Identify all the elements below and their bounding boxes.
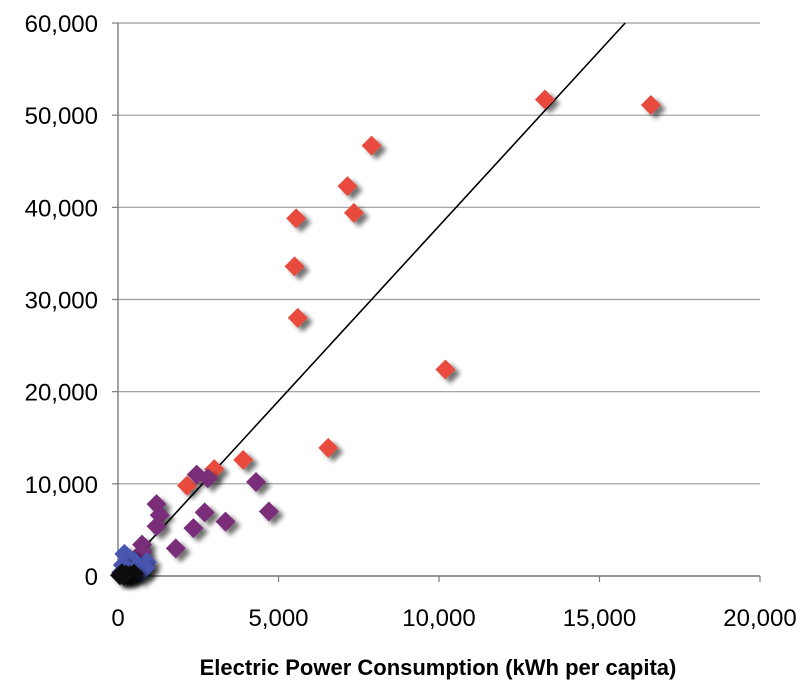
data-point-series-1 <box>640 95 661 116</box>
data-point-series-1 <box>337 176 358 197</box>
data-point-series-1 <box>534 89 555 110</box>
x-tick-label: 0 <box>111 605 124 632</box>
y-tick-label: 50,000 <box>25 103 98 130</box>
data-point-series-1 <box>284 256 305 277</box>
trend-line <box>117 22 626 577</box>
trend-line-group <box>117 22 626 577</box>
data-point-series-1 <box>435 359 456 380</box>
data-point-series-1 <box>318 437 339 458</box>
data-point-series-2 <box>215 511 236 532</box>
gridlines <box>118 22 760 577</box>
data-point-series-2 <box>258 501 279 522</box>
data-point-series-2 <box>165 538 186 559</box>
y-tick-label: 40,000 <box>25 195 98 222</box>
y-tick-label: 60,000 <box>25 11 98 38</box>
x-axis-title: Electric Power Consumption (kWh per capi… <box>200 655 677 680</box>
data-point-series-1 <box>361 135 382 156</box>
y-tick-label: 20,000 <box>25 380 98 407</box>
x-tick-label: 5,000 <box>248 605 308 632</box>
data-point-series-1 <box>286 208 307 229</box>
data-points <box>109 89 661 586</box>
data-point-series-2 <box>146 516 167 537</box>
data-point-series-1 <box>177 475 198 496</box>
data-point-series-1 <box>287 307 308 328</box>
data-point-series-1 <box>233 449 254 470</box>
x-tick-label: 15,000 <box>563 605 636 632</box>
y-tick-label: 10,000 <box>25 472 98 499</box>
data-point-series-2 <box>194 502 215 523</box>
data-point-series-4 <box>113 565 134 586</box>
data-point-series-2 <box>183 518 204 539</box>
tick-labels: 0 10,000 20,000 30,000 40,000 50,000 60,000 0 5,… <box>25 11 797 632</box>
axes <box>112 22 761 582</box>
y-tick-label: 30,000 <box>25 288 98 315</box>
data-point-series-2 <box>246 471 267 492</box>
data-point-series-2 <box>197 468 218 489</box>
data-point-series-1 <box>343 202 364 223</box>
x-tick-label: 20,000 <box>723 605 796 632</box>
y-tick-label: 0 <box>85 564 98 591</box>
x-tick-label: 10,000 <box>402 605 475 632</box>
